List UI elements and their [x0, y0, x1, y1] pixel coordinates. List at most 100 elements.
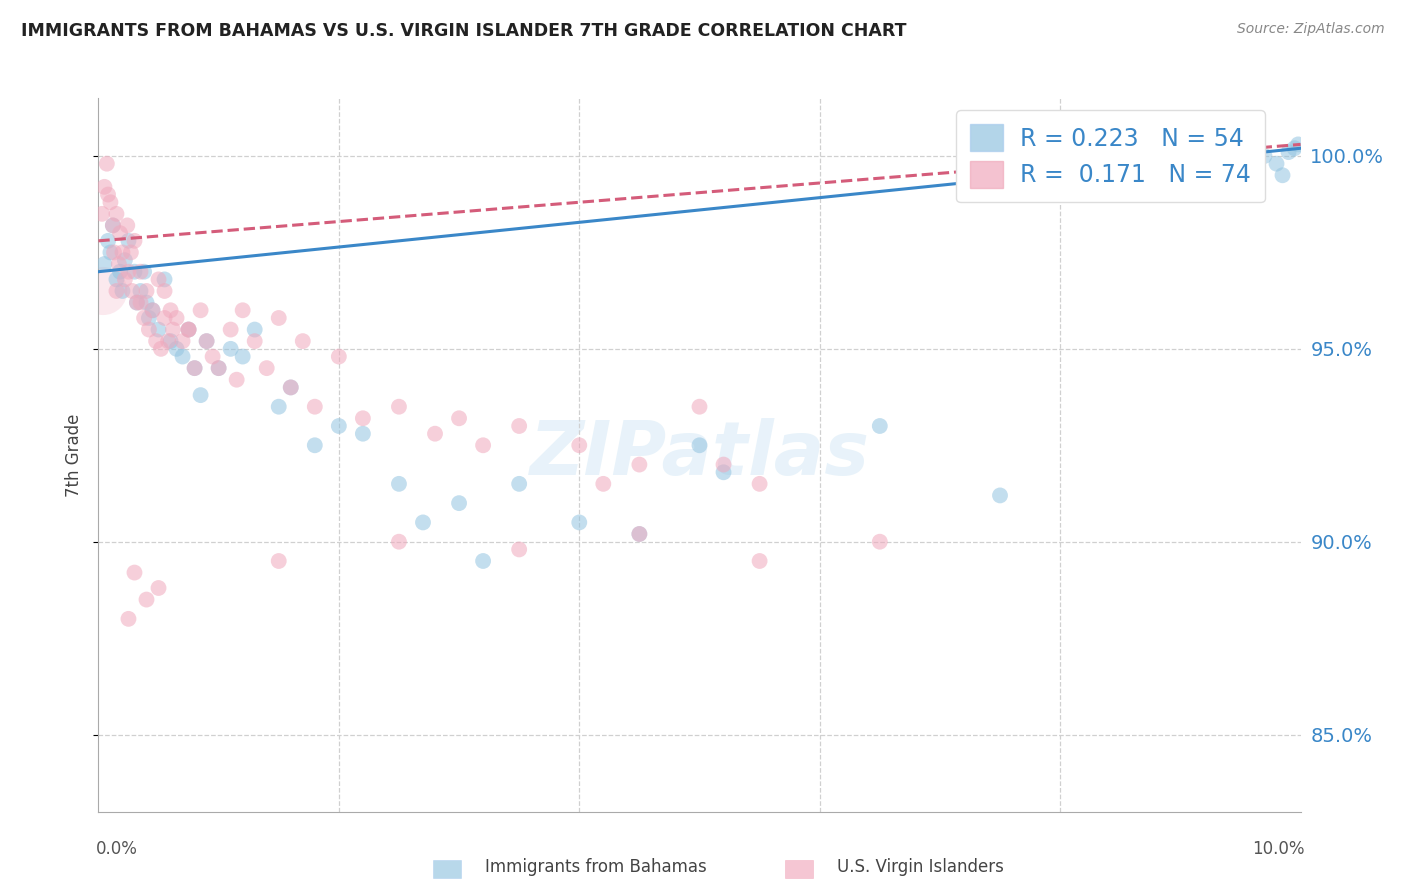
Point: [125, 295, 148, 310]
Point: [93, 257, 115, 271]
Text: Source: ZipAtlas.com: Source: ZipAtlas.com: [1237, 22, 1385, 37]
Point: [568, 438, 591, 452]
Point: [1229, 141, 1251, 155]
Point: [1271, 168, 1294, 182]
Point: [91, 284, 114, 298]
Text: Immigrants from Bahamas: Immigrants from Bahamas: [485, 858, 707, 876]
Point: [114, 272, 136, 286]
Point: [225, 373, 247, 387]
Point: [111, 245, 134, 260]
Point: [141, 303, 163, 318]
Point: [183, 361, 205, 376]
Point: [280, 380, 302, 394]
Point: [472, 438, 495, 452]
Point: [388, 534, 411, 549]
Point: [1286, 137, 1309, 152]
Point: [508, 542, 530, 557]
Point: [111, 284, 134, 298]
Text: IMMIGRANTS FROM BAHAMAS VS U.S. VIRGIN ISLANDER 7TH GRADE CORRELATION CHART: IMMIGRANTS FROM BAHAMAS VS U.S. VIRGIN I…: [21, 22, 907, 40]
Point: [183, 361, 205, 376]
Y-axis label: 7th Grade: 7th Grade: [65, 413, 83, 497]
Point: [117, 612, 139, 626]
Point: [568, 516, 591, 530]
Point: [447, 496, 470, 510]
FancyBboxPatch shape: [785, 860, 813, 878]
Point: [162, 322, 184, 336]
Point: [135, 295, 157, 310]
Point: [748, 476, 770, 491]
Point: [280, 380, 302, 394]
Point: [304, 438, 326, 452]
Point: [508, 419, 530, 434]
Text: ZIPatlas: ZIPatlas: [530, 418, 869, 491]
Point: [148, 322, 170, 336]
Point: [472, 554, 495, 568]
Point: [91, 207, 114, 221]
Point: [166, 310, 188, 325]
Point: [135, 284, 157, 298]
FancyBboxPatch shape: [433, 860, 461, 878]
Point: [129, 265, 152, 279]
Point: [352, 411, 374, 425]
Point: [108, 265, 131, 279]
Point: [177, 322, 200, 336]
Point: [108, 226, 131, 240]
Point: [97, 234, 120, 248]
Point: [219, 322, 242, 336]
Point: [103, 245, 125, 260]
Point: [628, 527, 651, 541]
Point: [105, 284, 128, 298]
Point: [125, 295, 148, 310]
Point: [195, 334, 218, 348]
Point: [121, 284, 143, 298]
Point: [1277, 145, 1299, 160]
Point: [423, 426, 446, 441]
Point: [100, 195, 122, 210]
Point: [689, 400, 711, 414]
Point: [232, 303, 254, 318]
Point: [988, 488, 1011, 502]
Text: 0.0%: 0.0%: [96, 840, 138, 858]
Point: [1265, 157, 1288, 171]
Point: [713, 465, 735, 479]
Point: [232, 350, 254, 364]
Point: [172, 350, 194, 364]
Point: [243, 322, 266, 336]
Point: [120, 245, 142, 260]
Point: [145, 334, 167, 348]
Point: [1194, 149, 1216, 163]
Point: [117, 265, 139, 279]
Point: [138, 322, 160, 336]
Point: [159, 303, 181, 318]
Point: [105, 207, 128, 221]
Point: [352, 426, 374, 441]
Point: [105, 272, 128, 286]
Point: [201, 350, 224, 364]
Point: [132, 310, 155, 325]
Point: [124, 234, 146, 248]
Point: [100, 245, 122, 260]
Text: U.S. Virgin Islanders: U.S. Virgin Islanders: [837, 858, 1004, 876]
Point: [1284, 141, 1306, 155]
Point: [153, 310, 176, 325]
Point: [153, 284, 176, 298]
Point: [291, 334, 314, 348]
Point: [508, 476, 530, 491]
Point: [190, 303, 212, 318]
Point: [124, 265, 146, 279]
Point: [149, 342, 172, 356]
Point: [129, 284, 152, 298]
Point: [592, 476, 614, 491]
Point: [208, 361, 231, 376]
Point: [177, 322, 200, 336]
Point: [1253, 149, 1275, 163]
Point: [256, 361, 278, 376]
Point: [689, 438, 711, 452]
Point: [177, 322, 200, 336]
Legend: R = 0.223   N = 54, R =  0.171   N = 74: R = 0.223 N = 54, R = 0.171 N = 74: [956, 110, 1265, 202]
Point: [141, 303, 163, 318]
Point: [869, 534, 891, 549]
Point: [219, 342, 242, 356]
Point: [129, 295, 152, 310]
Point: [713, 458, 735, 472]
